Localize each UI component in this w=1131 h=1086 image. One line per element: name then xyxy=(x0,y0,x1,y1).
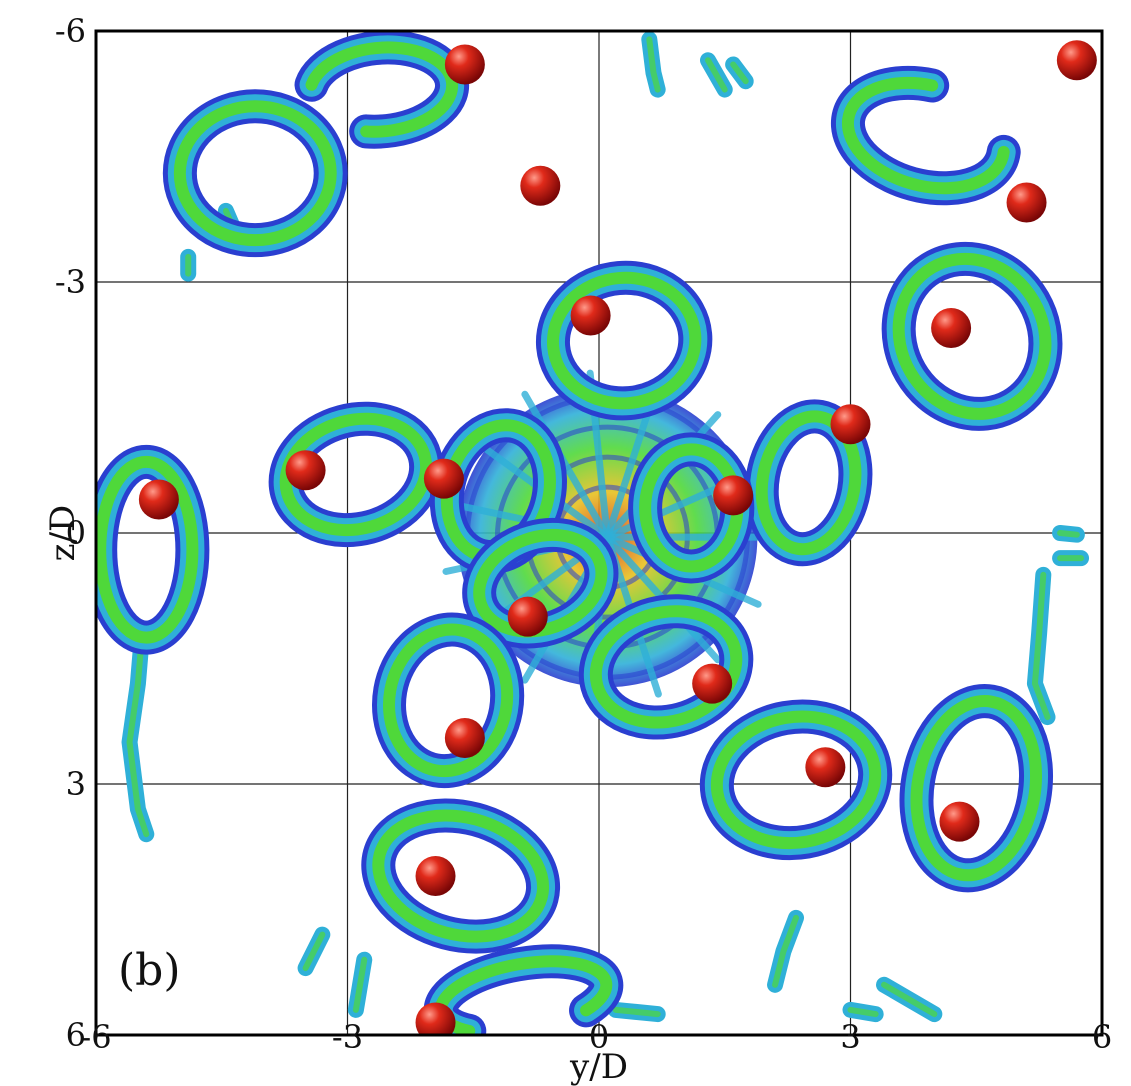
vortex-tube-highlight xyxy=(126,630,150,838)
vortex-tubes xyxy=(121,31,1090,1023)
vortex-tube-highlight xyxy=(730,61,749,85)
particle-sphere xyxy=(444,44,485,85)
vortex-tube-highlight xyxy=(704,57,728,93)
y-tick-label: 3 xyxy=(66,765,86,803)
vortex-ring xyxy=(96,444,210,655)
vortex-tube-highlight xyxy=(302,931,326,972)
vortex-ring xyxy=(268,401,444,548)
x-tick-label: -3 xyxy=(332,1018,363,1056)
core-filament xyxy=(521,390,611,541)
y-tick-label: 0 xyxy=(66,514,86,552)
ring-layer xyxy=(173,100,337,247)
particle-sphere xyxy=(931,308,972,349)
vortex-ring xyxy=(699,699,893,861)
particle-sphere xyxy=(423,458,464,499)
vortex-ring xyxy=(830,65,1021,206)
vortex-ring xyxy=(881,241,1063,431)
vortex-ring xyxy=(899,684,1054,893)
vortex-ring xyxy=(535,260,713,421)
ring-layer xyxy=(892,252,1052,420)
ring-layer xyxy=(841,76,1010,195)
ring-layer xyxy=(473,528,608,638)
particles xyxy=(138,40,1097,1035)
vortex-ring xyxy=(578,594,754,740)
ring-layer xyxy=(96,455,199,644)
particle-sphere xyxy=(692,663,733,704)
vortex-tube-highlight xyxy=(772,914,800,988)
y-axis-label: z/D xyxy=(43,505,83,562)
x-tick-label: -6 xyxy=(80,1018,111,1056)
vortex-ring xyxy=(361,798,561,954)
x-axis-label: y/D xyxy=(569,1047,628,1086)
ring-layer xyxy=(372,809,550,943)
plot-content xyxy=(96,31,1097,1035)
particle-sphere xyxy=(830,404,871,445)
x-tick-label: 3 xyxy=(840,1018,860,1056)
particle-sphere xyxy=(713,475,754,516)
y-tick-label: 6 xyxy=(66,1016,86,1054)
particle-sphere xyxy=(1006,182,1047,223)
vortex-tube-highlight xyxy=(1057,530,1080,538)
y-tick-label: -6 xyxy=(55,12,86,50)
vortex-ring xyxy=(372,612,525,789)
particle-sphere xyxy=(1056,40,1097,81)
particle-sphere xyxy=(415,1002,456,1035)
vortex-tube-highlight xyxy=(612,1006,661,1018)
y-tick-label: -3 xyxy=(55,263,86,301)
vortex-ring xyxy=(744,399,873,567)
ring-layer xyxy=(383,623,514,778)
ring-layer xyxy=(910,695,1043,882)
particle-sphere xyxy=(444,717,485,758)
vortex-ring xyxy=(162,89,348,258)
x-tick-label: 0 xyxy=(589,1018,609,1056)
particle-sphere xyxy=(415,856,456,897)
vortex-tube-highlight xyxy=(881,981,938,1018)
vortex-tube-highlight xyxy=(352,956,368,1013)
panel-label: (b) xyxy=(118,945,181,996)
vortex-tube-highlight xyxy=(646,36,661,93)
particle-sphere xyxy=(138,479,179,520)
particle-sphere xyxy=(520,165,561,206)
ring-layer xyxy=(710,710,882,850)
ring-layer xyxy=(546,271,702,410)
ring-layer xyxy=(305,41,459,138)
particle-sphere xyxy=(507,596,548,637)
vortex-ring xyxy=(462,517,619,649)
particle-sphere xyxy=(805,747,846,788)
particle-sphere xyxy=(570,295,611,336)
vortex-tube-highlight xyxy=(1031,571,1051,721)
plot-frame xyxy=(94,29,1104,1037)
x-tick-label: 6 xyxy=(1092,1018,1112,1056)
particle-sphere xyxy=(939,801,980,842)
particle-sphere xyxy=(285,450,326,491)
ring-layer xyxy=(755,410,862,556)
ring-layer xyxy=(589,605,743,729)
ring-layer xyxy=(279,412,433,537)
vortex-ring xyxy=(294,31,470,149)
vortex-tube-highlight xyxy=(847,1006,879,1018)
